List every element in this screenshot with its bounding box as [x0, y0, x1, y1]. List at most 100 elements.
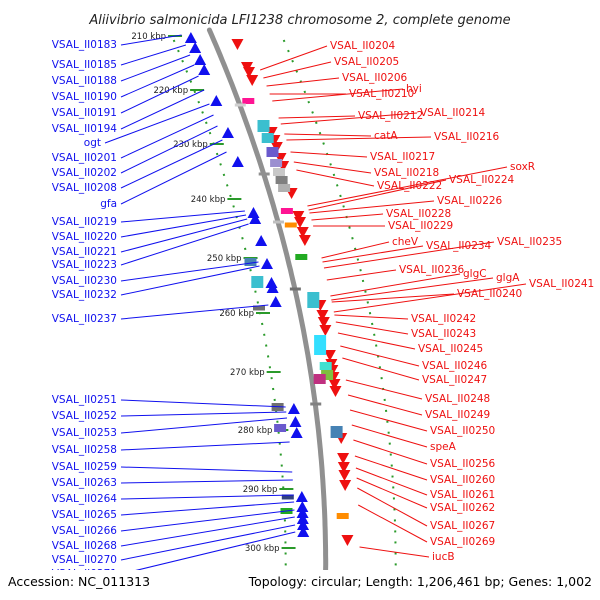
- forward-gene-arrow: [287, 403, 300, 414]
- reverse-gene-label: VSAL_II0261: [430, 489, 495, 501]
- feature-block: [244, 258, 257, 266]
- reverse-gene-arrow: [339, 480, 352, 491]
- forward-gene-label: VSAL_II0183: [52, 39, 117, 51]
- reverse-gene-label: cheV: [392, 236, 419, 248]
- forward-gene-arrow: [189, 42, 202, 53]
- forward-gene-arrow: [255, 235, 268, 246]
- tick-layer: 210 kbp 220 kbp 230 kbp 240 kbp 250 kbp 260 k…: [131, 32, 397, 571]
- reverse-label-line: [340, 345, 420, 367]
- feature-block: [280, 208, 293, 214]
- forward-gene-arrow: [247, 207, 260, 218]
- forward-gene-arrow: [266, 282, 279, 293]
- forward-gene-arrow: [221, 127, 234, 138]
- reverse-label-line: [356, 477, 428, 509]
- reverse-gene-label: VSAL_II0210: [349, 88, 414, 100]
- reverse-gene-label: VSAL_II0218: [374, 167, 439, 179]
- reverse-label-line: [330, 273, 461, 297]
- feature-block: [281, 494, 294, 500]
- reverse-label-line: [278, 115, 356, 119]
- forward-gene-label: ogt: [84, 137, 101, 149]
- reverse-label-line: [351, 424, 428, 448]
- forward-label-line: [120, 223, 249, 266]
- forward-gene-arrow: [184, 32, 197, 43]
- forward-label-line: [120, 75, 199, 114]
- forward-gene-label: VSAL_II0264: [52, 493, 118, 505]
- forward-gene-label: VSAL_II0259: [52, 461, 117, 473]
- footer-background: [0, 570, 600, 600]
- reverse-gene-label: VSAL_II0249: [425, 409, 490, 421]
- forward-gene-label: VSAL_II0253: [52, 427, 117, 439]
- forward-gene-label: VSAL_II0191: [52, 107, 117, 119]
- reverse-gene-arrow: [298, 235, 311, 246]
- reverse-gene-arrow: [319, 325, 332, 336]
- reverse-label-line: [333, 283, 527, 313]
- reverse-gene-arrow: [341, 535, 354, 546]
- forward-gene-label: VSAL_II0263: [52, 477, 117, 489]
- kbp-label: 230 kbp: [173, 140, 208, 150]
- reverse-label-line: [335, 321, 409, 335]
- reverse-gene-label: VSAL_II0229: [388, 220, 453, 232]
- feature-block: [313, 374, 326, 384]
- feature-block: [336, 513, 349, 519]
- reverse-label-line: [309, 200, 435, 214]
- reverse-gene-arrow: [323, 350, 336, 361]
- reverse-label-line: [334, 314, 409, 320]
- forward-label-line: [120, 89, 205, 130]
- feature-block: [314, 335, 327, 355]
- forward-label-line: [120, 218, 248, 253]
- reverse-gene-label: VSAL_II0205: [334, 56, 399, 68]
- reverse-label-line: [326, 269, 397, 281]
- reverse-gene-label: VSAL_II0250: [430, 425, 495, 437]
- feature-block: [266, 147, 279, 157]
- reverse-label-line: [331, 293, 455, 303]
- reverse-gene-arrow: [337, 462, 350, 473]
- reverse-gene-label: VSAL_II0236: [399, 264, 465, 276]
- reverse-label-line: [308, 179, 447, 211]
- label-line-layer: [104, 34, 527, 575]
- forward-gene-label: gfa: [100, 198, 117, 210]
- forward-gene-arrow: [198, 64, 211, 75]
- forward-gene-label: VSAL_II0202: [52, 167, 117, 179]
- forward-gene-label: VSAL_II0265: [52, 509, 117, 521]
- forward-label-line: [120, 501, 295, 516]
- reverse-gene-label: VSAL_II0267: [430, 520, 495, 532]
- forward-gene-label: VSAL_II0266: [52, 525, 118, 537]
- reverse-gene-label: VSAL_II0228: [386, 208, 451, 220]
- feature-block: [278, 184, 291, 192]
- reverse-gene-label: iucB: [432, 551, 455, 563]
- forward-label-line: [120, 531, 296, 575]
- kbp-label: 250 kbp: [207, 254, 242, 264]
- reverse-gene-label: VSAL_II0226: [437, 195, 503, 207]
- reverse-label-line: [290, 151, 368, 158]
- reverse-gene-label: glgA: [496, 272, 520, 284]
- feature-block: [321, 370, 334, 380]
- reverse-label-line: [337, 332, 416, 350]
- reverse-label-line: [357, 487, 428, 527]
- forward-label-line: [120, 261, 259, 282]
- reverse-label-line: [347, 394, 423, 416]
- forward-gene-label: VSAL_II0268: [52, 540, 117, 552]
- forward-label-line: [120, 64, 195, 98]
- forward-label-line: [120, 509, 295, 532]
- reverse-label-line: [263, 61, 332, 79]
- reverse-gene-label: VSAL_II0269: [430, 536, 495, 548]
- forward-gene-label: VSAL_II0194: [52, 123, 118, 135]
- reverse-gene-label: glgC: [463, 268, 487, 280]
- forward-label-line: [120, 214, 247, 238]
- reverse-label-line: [260, 45, 328, 71]
- backbone-layer: [206, 27, 329, 600]
- forward-gene-label: VSAL_II0221: [52, 246, 117, 258]
- reverse-gene-label: VSAL_II0224: [449, 174, 515, 186]
- forward-gene-label: VSAL_II0201: [52, 152, 117, 164]
- reverse-gene-arrow: [316, 310, 329, 321]
- accession-text: Accession: NC_011313: [8, 574, 150, 589]
- kbp-label: 260 kbp: [219, 309, 254, 319]
- feature-block: [330, 426, 343, 438]
- reverse-label-line: [272, 88, 404, 102]
- reverse-label-line: [355, 467, 428, 496]
- reverse-gene-arrow: [338, 470, 351, 481]
- reverse-label-line: [286, 136, 432, 141]
- forward-gene-label: VSAL_II0219: [52, 216, 117, 228]
- reverse-gene-label: VSAL_II0247: [422, 374, 487, 386]
